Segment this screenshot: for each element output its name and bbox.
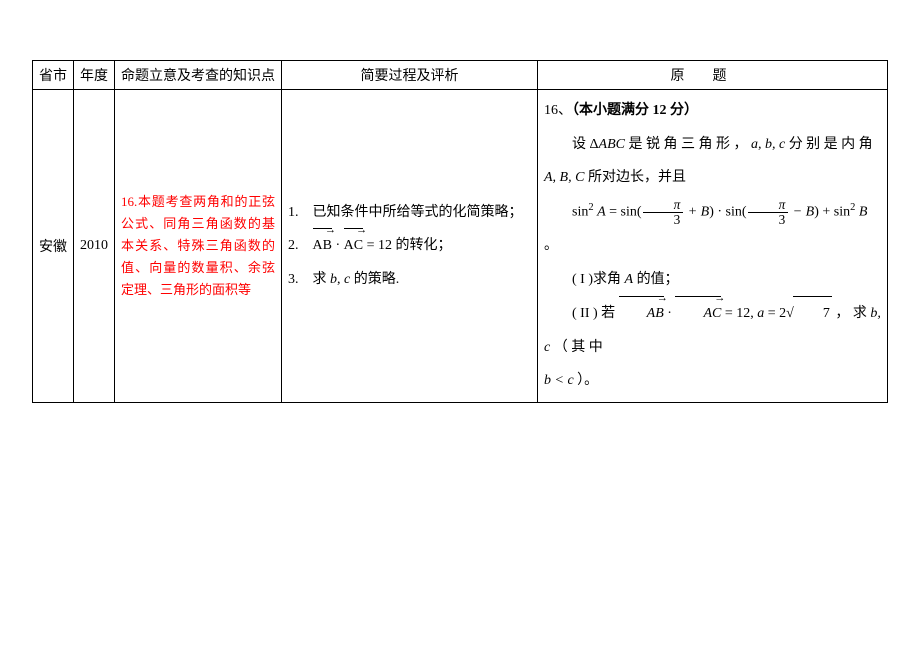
math-var: a, b, c xyxy=(751,137,785,152)
text-fragment: （ 其 中 xyxy=(550,340,603,355)
list-text: AB→ · AC→ = 12 的转化； xyxy=(313,229,532,263)
part-two: ( II ) 若 AB→ · AC→ = 12, a = 2√7 ， 求 b, … xyxy=(544,296,881,364)
question-header: 16、（本小题满分 12 分） xyxy=(544,94,881,128)
analysis-item: 3. 求 b, c 的策略. xyxy=(288,263,531,297)
list-number: 1. xyxy=(288,196,299,230)
header-original: 原题 xyxy=(538,61,888,90)
math-var: A, B, C xyxy=(544,170,584,185)
math-var: ABC xyxy=(599,137,625,152)
cell-analysis: 1. 已知条件中所给等式的化简策略； 2. AB→ · AC→ = 12 的转化… xyxy=(282,90,538,403)
list-text: 求 b, c 的策略. xyxy=(313,263,532,297)
fraction: π3 xyxy=(748,198,789,227)
question-title: （本小题满分 12 分） xyxy=(572,103,698,118)
text-fragment: 。 xyxy=(544,238,558,253)
sqrt-radicand: 7 xyxy=(793,296,832,331)
text-fragment: 的值； xyxy=(633,272,679,287)
text-fragment: ， 求 xyxy=(832,306,871,321)
math-var: A xyxy=(625,272,634,287)
text-fragment: = sin( xyxy=(606,204,642,219)
text-fragment: = 2 xyxy=(764,306,786,321)
question-line: b < c ）。 xyxy=(544,364,881,398)
text-fragment: ）。 xyxy=(574,373,599,388)
fraction: π3 xyxy=(643,198,684,227)
vector: AC→ xyxy=(675,297,721,331)
text-fragment: ) · sin( xyxy=(709,204,746,219)
question-line: 设 ΔABC 是 锐 角 三 角 形 ， a, b, c 分 别 是 内 角 xyxy=(544,128,881,162)
text-fragment: 设 Δ xyxy=(572,137,599,152)
part-one: ( I )求角 A 的值； xyxy=(544,263,881,297)
cell-original: 16、（本小题满分 12 分） 设 ΔABC 是 锐 角 三 角 形 ， a, … xyxy=(538,90,888,403)
text-fragment: 分 别 是 内 角 xyxy=(785,137,873,152)
analysis-item: 2. AB→ · AC→ = 12 的转化； xyxy=(288,229,531,263)
question-line: A, B, C 所对边长，并且 xyxy=(544,161,881,195)
text-fragment: sin xyxy=(572,204,588,219)
cell-year: 2010 xyxy=(74,90,115,403)
header-topic: 命题立意及考查的知识点 xyxy=(115,61,282,90)
table-row: 安徽 2010 16.本题考查两角和的正弦公式、同角三角函数的基本关系、特殊三角… xyxy=(33,90,888,403)
math-var: B xyxy=(859,204,868,219)
text-fragment: 是 锐 角 三 角 形 ， xyxy=(625,137,751,152)
header-province: 省市 xyxy=(33,61,74,90)
question-number: 16、 xyxy=(544,103,572,118)
vector: AB→ xyxy=(619,297,664,331)
text-fragment: ( II ) 若 xyxy=(572,306,619,321)
exam-table: 省市 年度 命题立意及考查的知识点 简要过程及评析 原题 安徽 2010 16.… xyxy=(32,60,888,403)
math-var: A xyxy=(597,204,606,219)
text-fragment: = 12, xyxy=(721,306,757,321)
list-number: 2. xyxy=(288,229,299,263)
text-fragment: ) + sin xyxy=(814,204,850,219)
math-var: + B xyxy=(684,204,709,219)
text-fragment: ( I )求角 xyxy=(572,272,625,287)
text-fragment: 所对边长，并且 xyxy=(584,170,686,185)
math-var: − B xyxy=(789,204,814,219)
header-year: 年度 xyxy=(74,61,115,90)
list-text: 已知条件中所给等式的化简策略； xyxy=(313,196,532,230)
math-var: b < c xyxy=(544,373,574,388)
cell-topic: 16.本题考查两角和的正弦公式、同角三角函数的基本关系、特殊三角函数的值、向量的… xyxy=(115,90,282,403)
table-header: 省市 年度 命题立意及考查的知识点 简要过程及评析 原题 xyxy=(33,61,888,90)
cell-province: 安徽 xyxy=(33,90,74,403)
list-number: 3. xyxy=(288,263,299,297)
equation-line: sin2 A = sin(π3 + B) · sin(π3 − B) + sin… xyxy=(544,195,881,263)
header-analysis: 简要过程及评析 xyxy=(282,61,538,90)
